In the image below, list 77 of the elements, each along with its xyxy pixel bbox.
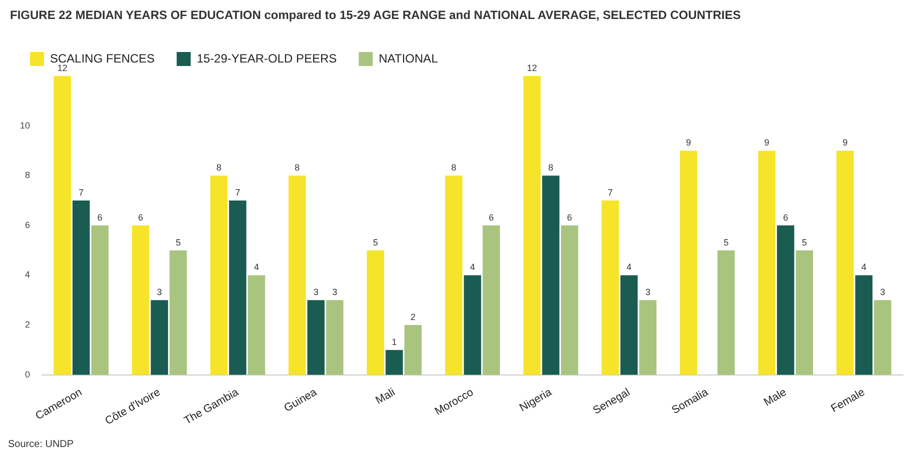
data-label: 3 <box>645 287 650 298</box>
bar <box>620 275 638 375</box>
data-label: 2 <box>410 312 416 322</box>
bar <box>54 76 72 375</box>
bar <box>776 225 794 375</box>
bar <box>91 225 109 375</box>
bar <box>150 300 168 375</box>
bar <box>639 300 656 375</box>
bar <box>560 225 578 375</box>
data-label: 7 <box>78 188 84 198</box>
bar <box>836 150 854 375</box>
data-label: 6 <box>97 212 102 222</box>
data-label: 6 <box>488 212 494 222</box>
y-tick-label: 8 <box>24 170 30 180</box>
y-tick-label: 4 <box>24 270 30 280</box>
data-label: 1 <box>392 336 397 347</box>
bar <box>542 176 560 375</box>
bar <box>404 325 422 375</box>
legend-label: 15-29-YEAR-OLD PEERS <box>196 51 337 66</box>
bar <box>170 250 187 375</box>
bar <box>874 300 892 375</box>
data-label: 6 <box>567 212 572 222</box>
data-label: 8 <box>216 162 222 173</box>
bar <box>523 76 541 375</box>
bar <box>326 300 344 375</box>
data-label: 6 <box>138 212 144 222</box>
data-label: 7 <box>608 188 613 198</box>
bar <box>602 200 619 375</box>
bar <box>132 225 150 375</box>
bar <box>482 225 500 375</box>
x-tick-label: Mali <box>374 386 398 407</box>
data-label: 9 <box>764 138 770 148</box>
data-label: 5 <box>176 237 181 248</box>
bar <box>386 350 403 375</box>
data-label: 12 <box>57 62 68 73</box>
chart-title: FIGURE 22 MEDIAN YEARS OF EDUCATION compared to 15-29 AGE RANGE and NATIONAL AVERAGE, SELECTED COUNTRIES <box>10 8 742 22</box>
bar <box>717 250 735 375</box>
data-label: 4 <box>470 262 476 272</box>
bar <box>210 176 228 375</box>
data-label: 9 <box>686 138 692 148</box>
bar <box>758 150 776 375</box>
source-note: Source: UNDP <box>8 439 75 450</box>
bar <box>229 200 246 375</box>
y-tick-label: 0 <box>24 369 30 380</box>
bar <box>680 150 698 375</box>
bar <box>248 275 266 375</box>
bar <box>464 275 482 375</box>
bar <box>855 275 873 375</box>
y-tick-label: 2 <box>24 320 30 330</box>
data-label: 8 <box>451 162 456 173</box>
legend-label: NATIONAL <box>378 51 438 66</box>
data-label: 5 <box>802 237 807 248</box>
data-label: 3 <box>313 287 318 298</box>
data-label: 7 <box>235 188 240 198</box>
bar <box>445 176 462 375</box>
bar <box>366 250 384 375</box>
data-label: 9 <box>842 138 848 148</box>
data-label: 8 <box>548 162 554 173</box>
bar <box>288 176 306 375</box>
data-label: 5 <box>724 237 729 248</box>
data-label: 3 <box>156 287 162 298</box>
bar <box>72 200 90 375</box>
bar <box>307 300 325 375</box>
data-label: 4 <box>861 262 866 272</box>
bar <box>796 250 814 375</box>
y-tick-label: 6 <box>24 220 30 230</box>
legend-label: SCALING FENCES <box>50 51 155 66</box>
data-label: 3 <box>332 287 338 298</box>
data-label: 3 <box>880 287 886 298</box>
y-tick-label: 10 <box>20 120 30 130</box>
data-label: 12 <box>526 62 537 73</box>
data-label: 8 <box>294 162 300 173</box>
data-label: 5 <box>372 237 378 248</box>
data-label: 4 <box>254 262 259 272</box>
data-label: 4 <box>626 262 632 272</box>
x-tick-label: Male <box>762 386 789 409</box>
data-label: 6 <box>783 212 788 222</box>
